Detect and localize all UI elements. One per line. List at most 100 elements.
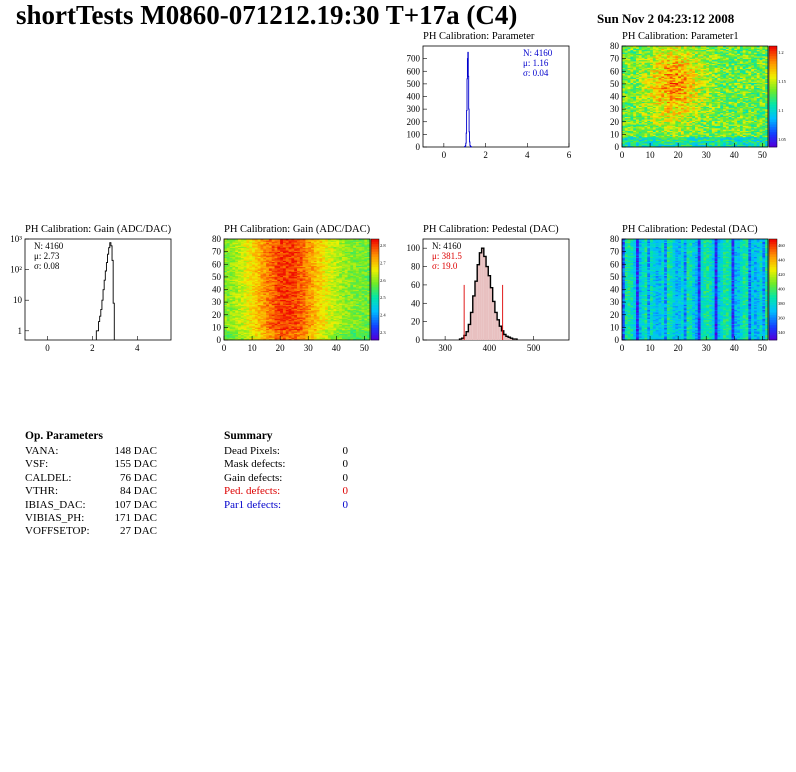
- colorbar-tick-label: 2.3: [380, 330, 386, 335]
- colorbar-cell: [769, 124, 777, 128]
- heatmap-param_map: [621, 45, 778, 148]
- summary-label: Ped. defects:: [224, 485, 281, 498]
- colorbar-cell: [769, 324, 777, 328]
- colorbar-cell: [371, 312, 379, 316]
- colorbar-cell: [769, 109, 777, 112]
- colorbar-cell: [769, 264, 777, 268]
- run-date: Sun Nov 2 04:23:12 2008: [597, 11, 735, 26]
- hist-bin: [490, 287, 493, 340]
- y-tick-label: 20: [212, 310, 222, 320]
- colorbar-tick-label: 420: [778, 272, 786, 277]
- y-tick-label: 20: [411, 317, 421, 327]
- colorbar-cell: [769, 337, 777, 341]
- histogram-param_hist: [422, 45, 570, 148]
- colorbar-cell: [769, 104, 777, 107]
- colorbar-cell: [769, 106, 777, 110]
- colorbar-cell: [371, 266, 379, 270]
- colorbar-cell: [769, 289, 777, 293]
- heatmap-cells: [622, 239, 769, 341]
- colorbar-cell: [371, 314, 379, 318]
- colorbar-cell: [769, 71, 777, 75]
- stats-n: N: 4160: [523, 48, 553, 58]
- x-tick-label: 40: [332, 343, 342, 353]
- x-tick-label: 30: [702, 343, 712, 353]
- colorbar-cell: [371, 249, 379, 252]
- colorbar-tick-label: 460: [778, 243, 786, 248]
- summary-row: Gain defects: 0: [224, 472, 354, 485]
- op-param-row: VTHR: 84 DAC: [25, 485, 165, 498]
- hist-bin: [492, 301, 495, 340]
- op-param-row: VOFFSETOP: 27 DAC: [25, 525, 165, 538]
- colorbar-tick-label: 440: [778, 258, 786, 263]
- colorbar-cell: [371, 337, 379, 341]
- colorbar-cell: [371, 284, 379, 288]
- colorbar-cell: [371, 269, 379, 273]
- colorbar-cell: [769, 93, 777, 97]
- hist-bin: [510, 338, 513, 340]
- op-param-row: VANA: 148 DAC: [25, 445, 165, 458]
- x-tick-label: 6: [567, 150, 572, 160]
- heatmap-ped_map: [621, 238, 778, 341]
- summary-value: 0: [342, 498, 349, 511]
- colorbar-cell: [371, 319, 379, 323]
- colorbar-cell: [371, 334, 379, 338]
- stats-sigma: σ: 0.04: [523, 68, 549, 78]
- y-tick-label: 20: [610, 117, 620, 127]
- y-tick-label: 100: [407, 129, 421, 139]
- plot-frame: [24, 238, 172, 341]
- colorbar-cell: [371, 329, 379, 333]
- y-tick-label: 60: [610, 259, 620, 269]
- colorbar-cell: [371, 289, 379, 293]
- op-param-value: 27 DAC: [120, 525, 157, 538]
- colorbar-cell: [769, 271, 777, 275]
- colorbar-cell: [769, 317, 777, 321]
- hist-line: [464, 51, 473, 148]
- x-tick-label: 50: [758, 150, 768, 160]
- x-tick-label: 500: [527, 343, 541, 353]
- summary-label: Dead Pixels:: [224, 445, 280, 457]
- op-params-title: Op. Parameters: [25, 430, 103, 442]
- colorbar-cell: [371, 259, 379, 263]
- x-tick-label: 50: [758, 343, 768, 353]
- colorbar-cell: [769, 76, 777, 80]
- colorbar-tick-label: 2.4: [380, 313, 386, 318]
- summary-value: 0: [342, 445, 349, 457]
- hist-bin: [497, 319, 500, 340]
- colorbar-cell: [769, 276, 777, 280]
- op-param-label: VSF:: [25, 458, 49, 471]
- colorbar-tick-label: 1.1: [778, 108, 784, 113]
- colorbar-cell: [769, 58, 777, 62]
- colorbar-cell: [769, 126, 777, 130]
- x-tick-label: 10: [248, 343, 258, 353]
- colorbar-cell: [769, 309, 777, 313]
- colorbar-cell: [769, 274, 777, 278]
- colorbar-cell: [371, 309, 379, 313]
- colorbar-cell: [769, 294, 777, 298]
- plot-title-param-map: PH Calibration: Parameter1: [622, 31, 739, 42]
- colorbar-tick-label: 1.2: [778, 50, 784, 55]
- y-tick-label: 10: [212, 322, 222, 332]
- op-param-label: IBIAS_DAC:: [25, 498, 86, 511]
- histogram-gain_hist: [24, 238, 172, 341]
- y-tick-label: 80: [411, 262, 421, 272]
- y-tick-label: 40: [610, 285, 620, 295]
- colorbar-cell: [769, 259, 777, 263]
- colorbar-cell: [769, 136, 777, 140]
- colorbar-cell: [371, 307, 379, 310]
- colorbar-frame: [768, 238, 778, 341]
- y-tick-label: 200: [407, 117, 421, 127]
- colorbar-cell: [769, 99, 777, 102]
- summary-title: Summary: [224, 430, 273, 442]
- colorbar-cell: [371, 271, 379, 275]
- y-tick-label: 0: [416, 142, 421, 152]
- colorbar-cell: [769, 266, 777, 270]
- y-tick-label: 400: [407, 92, 421, 102]
- op-param-label: VIBIAS_PH:: [25, 511, 85, 524]
- summary-row: Dead Pixels: 0: [224, 445, 354, 458]
- y-tick-label: 100: [407, 243, 421, 253]
- x-tick-label: 10: [646, 150, 656, 160]
- colorbar-cell: [769, 46, 777, 49]
- colorbar-cell: [769, 78, 777, 82]
- colorbar-tick-label: 1.15: [778, 79, 787, 84]
- colorbar-cell: [769, 96, 777, 100]
